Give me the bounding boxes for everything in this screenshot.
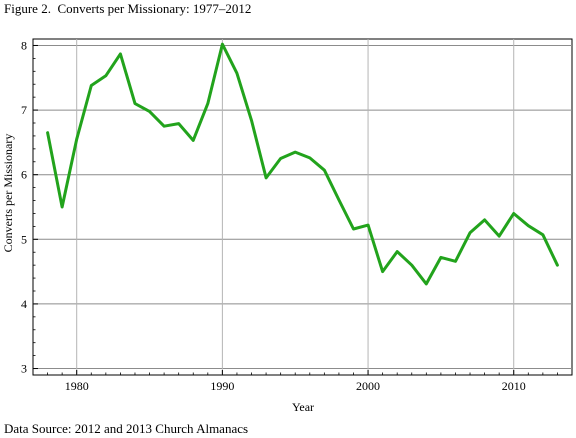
x-axis-label: Year [292,400,314,414]
series-line [46,42,559,286]
axis-ticks [32,44,573,375]
y-tick-labels: 3 4 5 6 7 8 [21,38,27,375]
y-tick-label: 6 [21,168,27,182]
x-tick-label: 1990 [210,379,234,393]
y-axis-label: Converts per Missionary [1,134,15,253]
x-tick-label: 2010 [502,379,526,393]
x-tick-label: 2000 [356,379,380,393]
y-tick-label: 4 [21,297,27,311]
y-tick-label: 5 [21,232,27,246]
y-tick-label: 3 [21,362,27,376]
figure-title: Figure 2. Converts per Missionary: 1977–… [4,1,252,16]
x-tick-label: 1980 [65,379,89,393]
data-source-note: Data Source: 2012 and 2013 Church Almana… [4,421,249,436]
y-tick-label: 8 [21,38,27,52]
x-tick-labels: 1980 1990 2000 2010 [65,379,526,393]
gridlines [33,39,572,375]
plot-frame [32,38,573,376]
y-tick-label: 7 [21,103,27,117]
